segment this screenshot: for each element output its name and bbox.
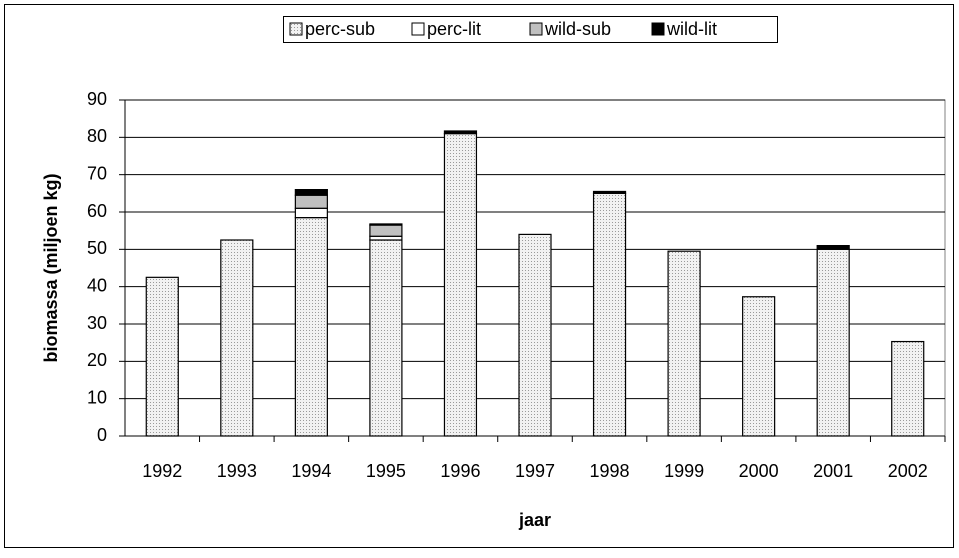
bar-segment [518,233,552,437]
y-tick-label: 20 [87,350,107,370]
bar-segment [891,340,925,437]
bar-segment [294,194,328,209]
bar-segment [369,239,403,437]
x-tick-label: 1995 [366,461,406,481]
bar-segment [294,207,328,219]
x-tick-label: 2002 [888,461,928,481]
legend-swatch [411,22,425,36]
x-tick-label: 2001 [813,461,853,481]
bar-segment [294,189,328,196]
bar-segment [145,276,179,437]
bar-segment [592,192,627,437]
legend-label: perc-lit [427,19,481,39]
y-tick-label: 90 [87,89,107,109]
x-tick-label: 1994 [291,461,331,481]
legend-label: wild-lit [666,19,717,39]
bar-segment [816,248,850,437]
legend-label: perc-sub [305,19,375,39]
bar-segment [220,239,254,437]
bar-segment [816,245,850,250]
y-tick-label: 70 [87,163,107,183]
bar-segment [443,133,478,437]
bar-segment [742,296,776,437]
x-tick-label: 1992 [142,461,182,481]
bar-segment [667,250,701,437]
y-tick-label: 40 [87,275,107,295]
y-tick-label: 10 [87,387,107,407]
bar-segment [443,130,478,135]
bar-segment [369,223,403,226]
bar-segment [369,224,403,237]
bar-segment [592,190,627,194]
x-tick-label: 1998 [590,461,630,481]
y-tick-label: 80 [87,126,107,146]
x-tick-label: 1997 [515,461,555,481]
chart-border [4,4,954,548]
x-tick-label: 1999 [664,461,704,481]
x-axis-label: jaar [518,510,551,530]
x-tick-label: 2000 [739,461,779,481]
y-axis-label: biomassa (miljoen kg) [41,173,61,362]
y-tick-label: 30 [87,313,107,333]
y-tick-label: 0 [97,425,107,445]
x-tick-label: 1996 [440,461,480,481]
legend-swatch [289,22,303,36]
y-tick-label: 60 [87,201,107,221]
legend-swatch [651,22,665,36]
x-tick-label: 1993 [217,461,257,481]
legend-label: wild-sub [544,19,611,39]
bar-segment [294,217,328,437]
legend-swatch [529,22,543,36]
y-tick-label: 50 [87,238,107,258]
